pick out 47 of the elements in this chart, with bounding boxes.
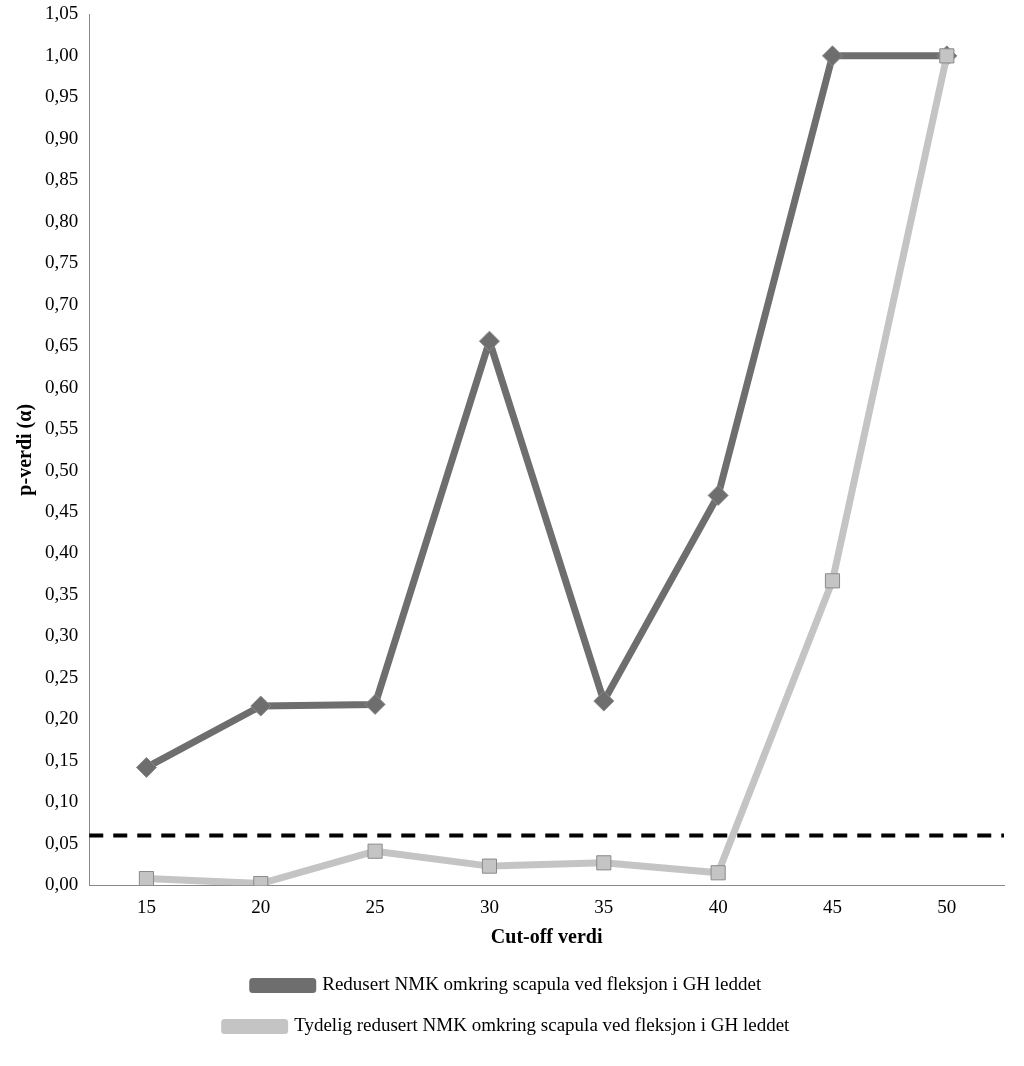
y-tick-label: 0,55	[45, 417, 79, 439]
x-tick-label: 45	[822, 895, 842, 917]
y-tick-label: 0,15	[45, 748, 79, 770]
y-tick-label: 0,60	[45, 375, 79, 397]
y-tick-label: 0,80	[45, 209, 79, 231]
point	[135, 756, 157, 778]
legend-label: Redusert NMK omkring scapula ved fleksjon i GH leddet	[322, 973, 762, 995]
y-tick-label: 0,20	[45, 707, 79, 729]
point	[707, 484, 729, 506]
y-tick-label: 0,35	[45, 582, 79, 604]
x-tick-label: 15	[136, 895, 156, 917]
y-tick-label: 0,65	[45, 334, 79, 356]
legend-label: Tydelig redusert NMK omkring scapula ved fleksjon i GH leddet	[294, 1014, 791, 1036]
point	[481, 858, 498, 874]
y-tick-label: 0,05	[45, 831, 79, 853]
y-tick-label: 0,50	[45, 458, 79, 480]
point	[364, 693, 386, 715]
y-tick-label: 1,05	[45, 2, 79, 24]
point	[593, 690, 615, 712]
y-tick-label: 0,75	[45, 251, 79, 273]
point	[821, 45, 843, 67]
y-tick-label: 0,30	[45, 624, 79, 646]
point	[478, 330, 500, 352]
y-tick-label: 0,00	[45, 873, 79, 895]
y-tick-label: 0,90	[45, 126, 79, 148]
x-tick-label: 40	[708, 895, 728, 917]
x-tick-label: 20	[251, 895, 271, 917]
x-tick-label: 50	[937, 895, 957, 917]
y-tick-label: 0,25	[45, 665, 79, 687]
y-axis-title: p-verdi (α)	[13, 403, 37, 496]
y-tick-label: 0,70	[45, 292, 79, 314]
x-tick-label: 35	[594, 895, 614, 917]
y-tick-label: 0,10	[45, 790, 79, 812]
point	[250, 695, 272, 717]
point	[138, 870, 154, 886]
y-tick-label: 0,95	[45, 85, 79, 107]
point	[596, 855, 612, 871]
y-tick-label: 0,45	[45, 499, 79, 521]
point	[824, 573, 841, 589]
point	[367, 843, 383, 859]
y-tick-label: 1,00	[45, 43, 79, 65]
x-tick-label: 25	[365, 895, 385, 917]
point	[710, 865, 726, 881]
y-tick-label: 0,85	[45, 168, 79, 190]
x-axis-title: Cut-off verdi	[490, 925, 603, 948]
y-tick-label: 0,40	[45, 541, 79, 563]
x-tick-label: 30	[479, 895, 499, 917]
